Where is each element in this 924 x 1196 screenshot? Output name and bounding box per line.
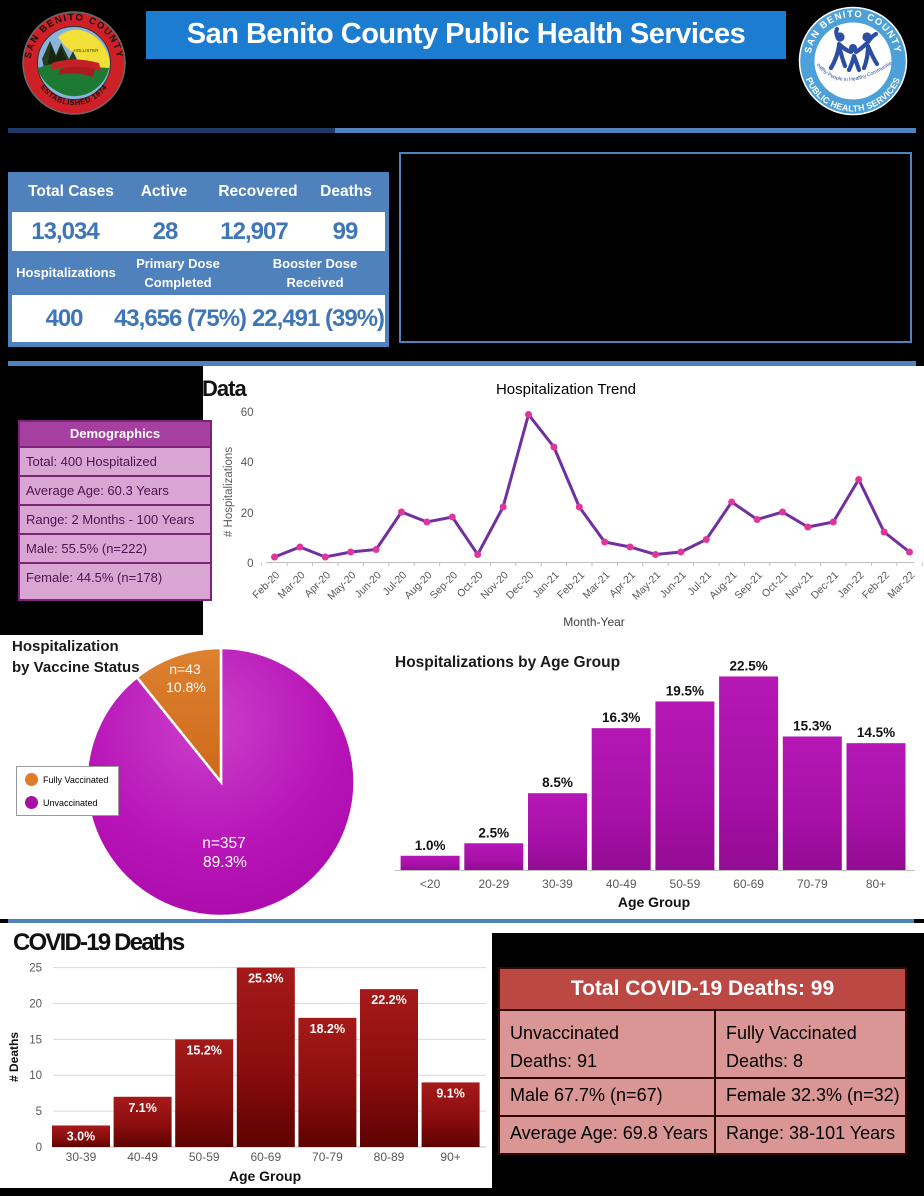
svg-text:1.0%: 1.0% [415, 838, 446, 853]
svg-text:20-29: 20-29 [478, 877, 509, 891]
svg-text:Mar-22: Mar-22 [885, 569, 917, 601]
svg-text:Feb-20: Feb-20 [250, 569, 282, 601]
svg-text:# Deaths: # Deaths [7, 1032, 21, 1082]
svg-text:5: 5 [36, 1106, 42, 1118]
svg-text:Age Group: Age Group [618, 894, 690, 910]
svg-text:14.5%: 14.5% [857, 725, 895, 740]
svg-text:10: 10 [29, 1070, 42, 1082]
svg-text:Jun-21: Jun-21 [657, 569, 688, 600]
svg-text:70-79: 70-79 [797, 877, 828, 891]
svg-text:# Hospitalizations: # Hospitalizations [223, 447, 235, 537]
svg-text:Mar-21: Mar-21 [580, 569, 612, 601]
svg-text:8.5%: 8.5% [542, 775, 573, 790]
svg-text:0: 0 [36, 1142, 42, 1154]
svg-text:18.2%: 18.2% [310, 1022, 345, 1036]
svg-text:50-59: 50-59 [670, 877, 701, 891]
svg-text:40: 40 [241, 457, 254, 469]
svg-text:Hospitalizations by Age Group: Hospitalizations by Age Group [395, 654, 620, 671]
svg-text:80-89: 80-89 [374, 1150, 405, 1164]
svg-text:40-49: 40-49 [606, 877, 637, 891]
svg-text:16.3%: 16.3% [602, 710, 640, 725]
svg-text:2.5%: 2.5% [478, 825, 509, 840]
svg-text:9.1%: 9.1% [436, 1086, 465, 1100]
svg-text:60-69: 60-69 [250, 1150, 281, 1164]
svg-text:15: 15 [29, 1034, 42, 1046]
svg-text:Feb-21: Feb-21 [555, 569, 587, 601]
svg-text:90+: 90+ [440, 1150, 460, 1164]
svg-text:40-49: 40-49 [127, 1150, 158, 1164]
svg-text:Sep-21: Sep-21 [732, 569, 765, 602]
svg-text:80+: 80+ [866, 877, 886, 891]
svg-text:50-59: 50-59 [189, 1150, 220, 1164]
svg-text:Dec-21: Dec-21 [809, 569, 842, 602]
svg-text:Jun-20: Jun-20 [353, 569, 384, 600]
svg-text:20: 20 [241, 508, 254, 520]
svg-text:<20: <20 [420, 877, 441, 891]
svg-text:25: 25 [29, 963, 42, 975]
svg-text:25.3%: 25.3% [248, 972, 283, 986]
svg-text:15.3%: 15.3% [793, 718, 831, 733]
svg-text:Hospitalization Trend: Hospitalization Trend [496, 381, 636, 398]
svg-text:30-39: 30-39 [66, 1150, 97, 1164]
svg-text:15.2%: 15.2% [186, 1043, 221, 1057]
svg-text:Dec-20: Dec-20 [504, 569, 537, 602]
svg-text:Feb-22: Feb-22 [860, 569, 892, 601]
svg-text:22.5%: 22.5% [729, 658, 767, 673]
svg-text:Sep-20: Sep-20 [428, 569, 461, 602]
svg-text:n=43: n=43 [169, 661, 201, 677]
svg-text:May-21: May-21 [630, 569, 663, 602]
svg-text:May-20: May-20 [325, 569, 358, 602]
svg-text:3.0%: 3.0% [67, 1130, 96, 1144]
svg-text:0: 0 [247, 558, 253, 570]
svg-text:60: 60 [241, 407, 254, 419]
svg-text:60-69: 60-69 [733, 877, 764, 891]
svg-text:Mar-20: Mar-20 [276, 569, 308, 601]
svg-text:30-39: 30-39 [542, 877, 573, 891]
svg-text:20: 20 [29, 998, 42, 1010]
svg-text:10.8%: 10.8% [166, 679, 206, 695]
svg-text:Month-Year: Month-Year [563, 615, 625, 629]
svg-text:70-79: 70-79 [312, 1150, 343, 1164]
svg-text:22.2%: 22.2% [371, 993, 406, 1007]
svg-text:89.3%: 89.3% [203, 854, 247, 871]
svg-text:19.5%: 19.5% [666, 683, 704, 698]
svg-text:HOLLISTER: HOLLISTER [73, 48, 99, 53]
svg-text:n=357: n=357 [202, 835, 246, 852]
svg-text:7.1%: 7.1% [128, 1101, 157, 1115]
svg-text:Age Group: Age Group [229, 1168, 301, 1184]
